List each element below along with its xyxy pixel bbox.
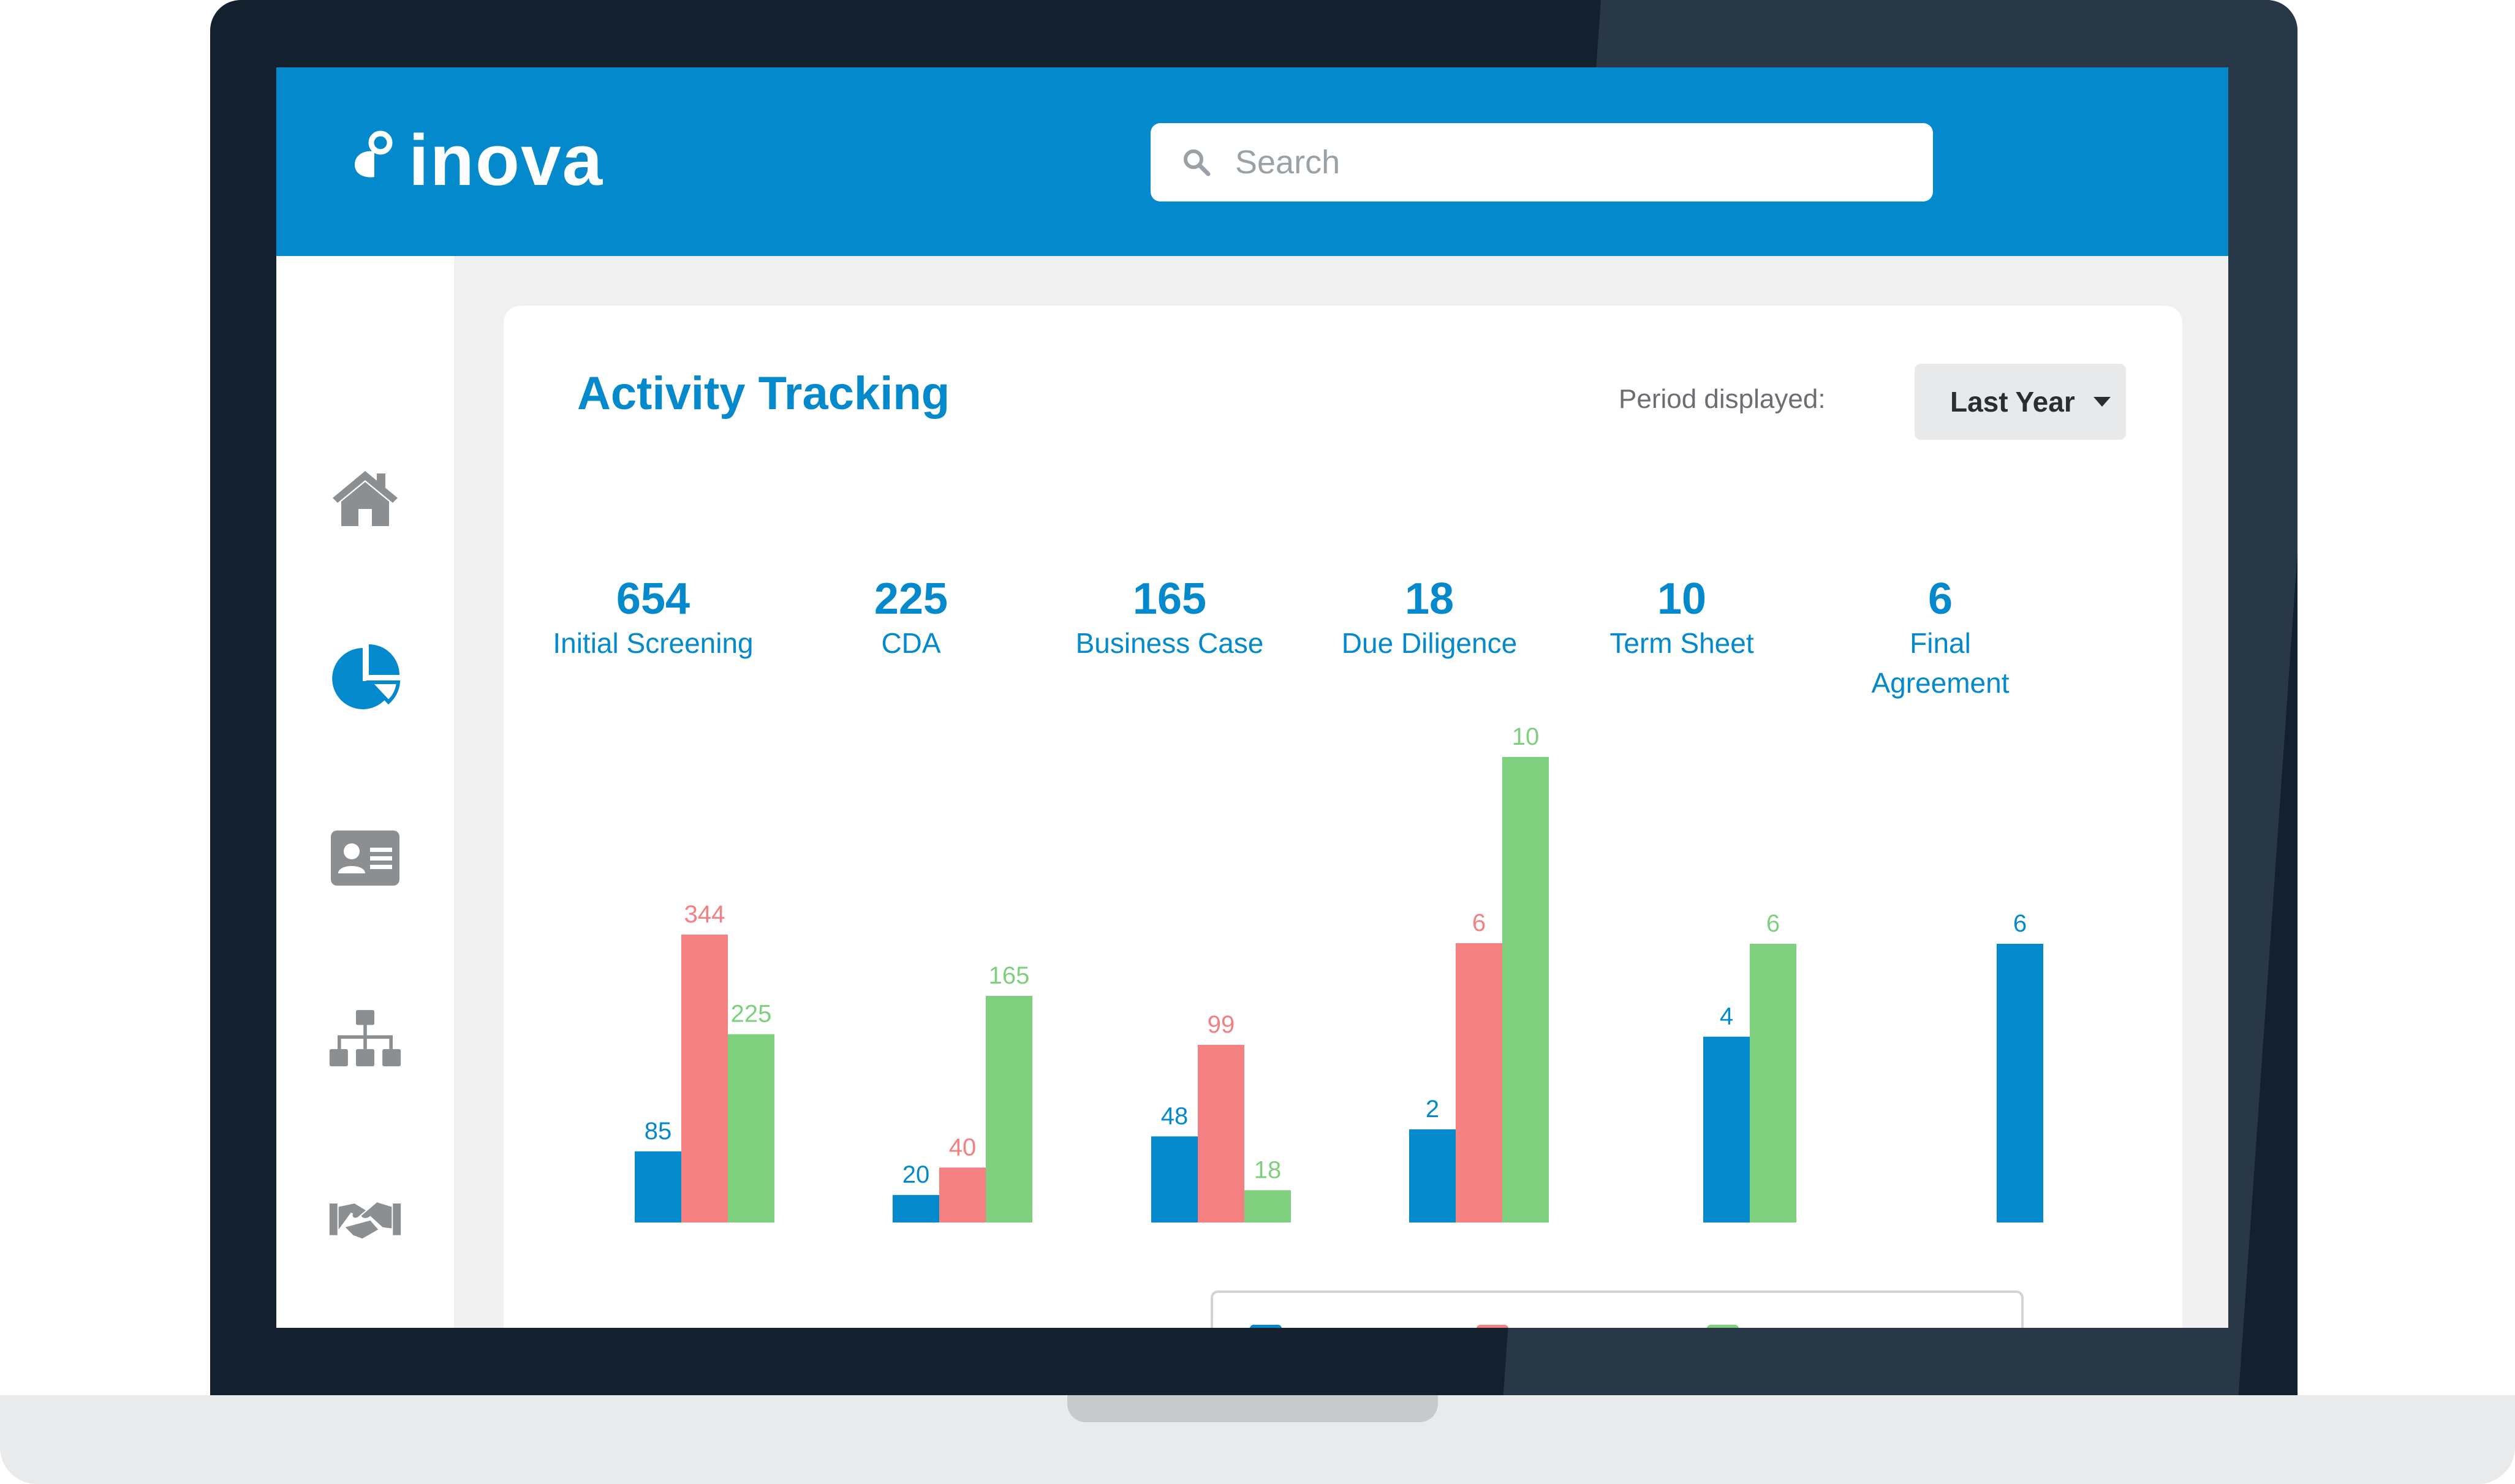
period-label: Period displayed: [1619, 384, 1826, 414]
stage-count: 165 [1132, 574, 1207, 623]
sidebar [276, 256, 454, 1328]
logo-text: inova [409, 120, 604, 201]
activity-bar-chart: 85 344 225 20 40 165 48 99 18 2 6 10 4 6 6 [635, 723, 2043, 1222]
bar-completed[interactable] [1502, 757, 1549, 1222]
sidebar-item-deals[interactable] [328, 1181, 402, 1255]
legend-swatch [1477, 1325, 1509, 1328]
legend-item-ongoing[interactable]: Ongoing [1250, 1322, 1432, 1328]
search-input[interactable]: Search [1235, 144, 1341, 181]
stage-count: 18 [1404, 574, 1454, 623]
stage-label: Due Diligence [1341, 627, 1518, 660]
bar-declined[interactable] [1198, 1045, 1244, 1222]
bar-ongoing[interactable] [1409, 1129, 1456, 1222]
bar-ongoing[interactable] [1151, 1136, 1198, 1222]
sidebar-item-contacts[interactable] [328, 821, 402, 895]
bar-completed[interactable] [728, 1034, 774, 1222]
org-chart-icon [329, 1010, 401, 1066]
period-value: Last Year [1950, 386, 2075, 418]
logo-icon [355, 130, 393, 178]
sidebar-item-analytics[interactable] [328, 642, 402, 715]
bar-ongoing[interactable] [1997, 944, 2043, 1222]
bar-value-label: 10 [1512, 723, 1540, 750]
stage-summary: 654 Initial Screening [500, 574, 806, 663]
sidebar-item-organization[interactable] [328, 1002, 402, 1075]
bar-value-label: 225 [731, 1001, 772, 1028]
bar-value-label: 99 [1208, 1011, 1235, 1038]
bar-completed[interactable] [1750, 944, 1796, 1222]
bar-ongoing[interactable] [893, 1195, 939, 1222]
legend-swatch [1250, 1325, 1282, 1328]
bar-value-label: 20 [902, 1161, 930, 1188]
app-logo[interactable]: inova [336, 118, 603, 203]
stage-count: 654 [616, 574, 690, 623]
search-box[interactable]: Search [1151, 123, 1933, 202]
bar-value-label: 344 [684, 901, 725, 928]
bar-value-label: 48 [1161, 1102, 1189, 1129]
legend-label: Ongoing [1307, 1322, 1432, 1328]
laptop-notch [1067, 1395, 1438, 1422]
period-dropdown[interactable]: Last Year [1915, 364, 2126, 440]
stage-label: Term Sheet [1609, 627, 1754, 660]
sidebar-item-home[interactable] [328, 461, 402, 535]
legend-label: Declined [1534, 1322, 1663, 1328]
bar-value-label: 6 [1766, 910, 1780, 937]
stage-count: 10 [1657, 574, 1707, 623]
bar-value-label: 165 [989, 962, 1030, 989]
page-title: Activity Tracking [577, 367, 950, 420]
caret-down-icon [2093, 397, 2111, 407]
contact-card-icon [331, 831, 399, 886]
bar-ongoing[interactable] [635, 1151, 681, 1222]
bar-value-label: 85 [645, 1118, 672, 1145]
stage-summary: 225 CDA [758, 574, 1064, 663]
bar-value-label: 2 [1426, 1096, 1439, 1123]
stage-label: Business Case [1075, 627, 1264, 660]
stage-label: Initial Screening [553, 627, 754, 660]
bar-declined[interactable] [1456, 943, 1502, 1222]
bar-completed[interactable] [1244, 1190, 1291, 1222]
stage-label: Final Agreement [1871, 627, 2010, 699]
stage-count: 225 [874, 574, 948, 623]
bar-ongoing[interactable] [1703, 1036, 1750, 1222]
legend-item-completed[interactable]: Completed [1707, 1322, 1924, 1328]
activity-card: Activity Tracking Period displayed: Last… [504, 306, 2182, 1328]
bar-completed[interactable] [986, 996, 1032, 1222]
bar-declined[interactable] [939, 1167, 986, 1222]
stage-summary: 6 Final Agreement [1858, 574, 2023, 702]
stage-count: 6 [1927, 574, 1953, 623]
bar-declined[interactable] [681, 935, 728, 1222]
search-icon [1184, 149, 1211, 176]
pie-chart-icon [332, 644, 401, 709]
legend-label: Completed [1764, 1322, 1924, 1328]
bar-value-label: 6 [1472, 910, 1486, 936]
app-screen: inova Search [276, 67, 2228, 1328]
stage-summary: 10 Term Sheet [1529, 574, 1835, 663]
legend-item-declined[interactable]: Declined [1477, 1322, 1663, 1328]
home-icon [333, 471, 398, 526]
stage-summary: 18 Due Diligence [1276, 574, 1583, 663]
chart-legend: Ongoing Declined Completed [1211, 1290, 2024, 1328]
handshake-icon [329, 1202, 401, 1239]
bar-value-label: 18 [1254, 1156, 1282, 1183]
top-bar: inova Search [276, 67, 2228, 256]
bar-value-label: 4 [1720, 1003, 1733, 1030]
legend-swatch [1707, 1325, 1739, 1328]
bar-value-label: 6 [2013, 910, 2027, 937]
stage-summary: 165 Business Case [1016, 574, 1323, 663]
stage-label: CDA [881, 627, 941, 660]
bar-value-label: 40 [949, 1134, 977, 1161]
